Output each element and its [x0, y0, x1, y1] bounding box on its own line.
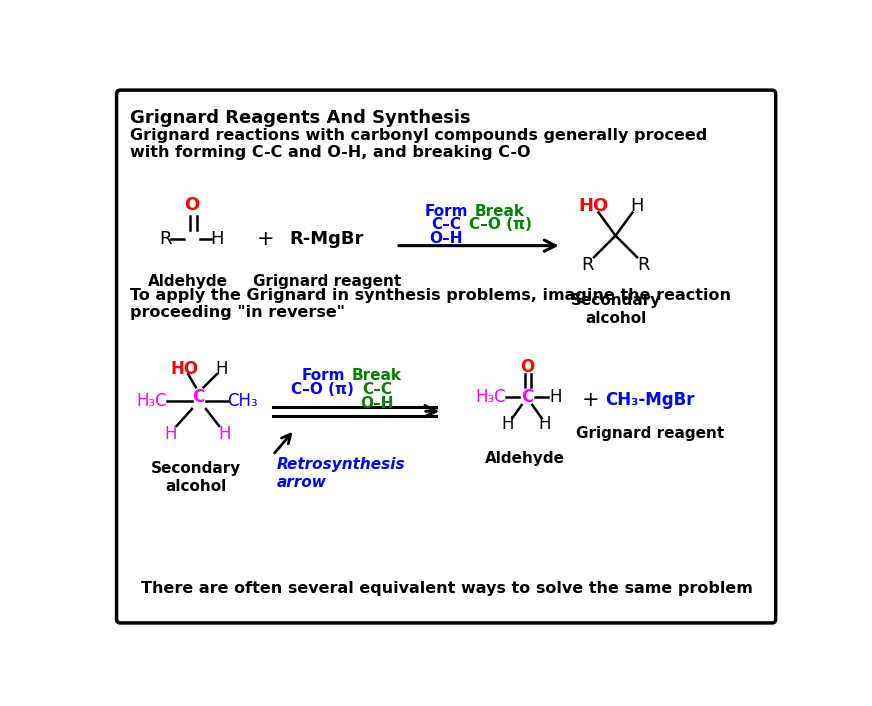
- Text: C: C: [192, 388, 204, 407]
- Text: Grignard reactions with carbonyl compounds generally proceed
with forming C-C an: Grignard reactions with carbonyl compoun…: [131, 128, 708, 160]
- Text: O: O: [184, 196, 200, 214]
- Text: +: +: [256, 229, 274, 249]
- Text: C–C: C–C: [431, 217, 461, 232]
- Text: O–H: O–H: [360, 396, 393, 411]
- Text: R: R: [159, 230, 171, 249]
- Text: Aldehyde: Aldehyde: [485, 451, 565, 466]
- Text: To apply the Grignard in synthesis problems, imagine the reaction
proceeding "in: To apply the Grignard in synthesis probl…: [131, 288, 732, 321]
- Text: H: H: [215, 360, 228, 378]
- Text: R-MgBr: R-MgBr: [290, 230, 364, 249]
- Text: O–H: O–H: [429, 232, 463, 246]
- Text: Secondary
alcohol: Secondary alcohol: [151, 461, 241, 493]
- Text: Form: Form: [425, 203, 468, 218]
- Text: C: C: [521, 388, 533, 407]
- Text: Break: Break: [475, 203, 525, 218]
- Text: Grignard Reagents And Synthesis: Grignard Reagents And Synthesis: [131, 109, 471, 126]
- Text: H₃C: H₃C: [475, 388, 506, 407]
- Text: Grignard reagent: Grignard reagent: [253, 274, 401, 289]
- FancyBboxPatch shape: [117, 90, 776, 623]
- Text: R: R: [582, 256, 594, 274]
- Text: H₃C: H₃C: [137, 393, 167, 410]
- Text: H: H: [501, 415, 514, 433]
- Text: CH₃-MgBr: CH₃-MgBr: [605, 390, 695, 409]
- Text: HO: HO: [579, 198, 610, 215]
- Text: CH₃: CH₃: [227, 393, 257, 410]
- Text: Retrosynthesis
arrow: Retrosynthesis arrow: [276, 457, 405, 490]
- Text: H: H: [164, 425, 177, 443]
- Text: H: H: [538, 415, 551, 433]
- Text: HO: HO: [170, 360, 199, 378]
- Text: Break: Break: [351, 369, 402, 383]
- Text: Grignard reagent: Grignard reagent: [576, 426, 725, 441]
- Text: Secondary
alcohol: Secondary alcohol: [570, 294, 661, 325]
- Text: Form: Form: [301, 369, 344, 383]
- Text: C–C: C–C: [362, 382, 392, 397]
- Text: +: +: [582, 390, 599, 409]
- Text: O: O: [520, 357, 535, 376]
- Text: Aldehyde: Aldehyde: [148, 274, 228, 289]
- Text: H: H: [211, 230, 224, 249]
- Text: C–O (π): C–O (π): [468, 217, 531, 232]
- Text: H: H: [549, 388, 562, 407]
- Text: C–O (π): C–O (π): [291, 382, 354, 397]
- Text: There are often several equivalent ways to solve the same problem: There are often several equivalent ways …: [141, 581, 753, 596]
- Text: H: H: [630, 198, 644, 215]
- Text: R: R: [637, 256, 650, 274]
- Text: H: H: [218, 425, 230, 443]
